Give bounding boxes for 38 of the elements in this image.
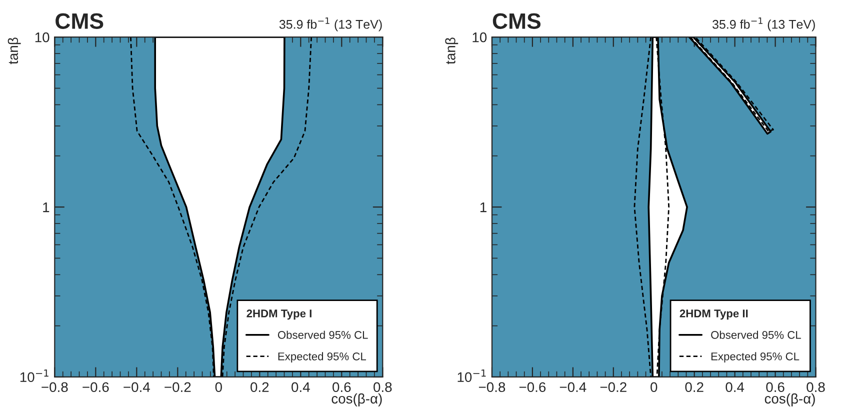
y-tick-label: 1	[43, 202, 50, 212]
x-tick-label: 0.8	[374, 382, 392, 392]
x-tick-label: 0.4	[726, 382, 744, 392]
legend-label: Expected 95% CL	[278, 352, 366, 363]
x-tick-label: 0.6	[332, 382, 351, 392]
x-axis-title: cos(β-α)	[332, 393, 382, 406]
x-tick-label: −0.4	[560, 382, 586, 392]
y-tick-label: 10	[35, 32, 50, 42]
chart-subtitle: 35.9 fb$^{−1}$ (13 TeV)	[712, 17, 815, 32]
legend-title: 2HDM Type II	[680, 310, 748, 320]
x-tick-label: 0.8	[806, 382, 825, 392]
y-tick-label: 10$^{−1}$	[458, 370, 486, 382]
x-tick-label: 0.4	[292, 382, 310, 392]
legend-title: 2HDM Type I	[246, 310, 312, 320]
x-tick-label: −0.2	[600, 382, 626, 392]
legend-label: Observed 95% CL	[711, 330, 801, 339]
legend-label: Expected 95% CL	[711, 352, 800, 363]
x-tick-label: 0.6	[766, 382, 784, 392]
legend-label: Observed 95% CL	[278, 330, 368, 339]
x-tick-label: −0.6	[82, 382, 109, 392]
chart-subtitle: 35.9 fb$^{−1}$ (13 TeV)	[279, 17, 382, 32]
x-tick-label: −0.8	[42, 382, 68, 392]
x-tick-label: −0.6	[519, 382, 546, 392]
x-tick-label: −0.8	[478, 382, 506, 392]
y-tick-label: 10	[472, 32, 487, 42]
x-tick-label: −0.4	[124, 382, 150, 392]
chart-title: CMS	[56, 13, 104, 29]
x-tick-label: −0.2	[164, 382, 191, 392]
x-tick-label: 0	[215, 382, 222, 392]
y-tick-label: 10$^{−1}$	[20, 370, 48, 382]
y-axis-title: tanβ	[445, 38, 458, 64]
x-axis-title: cos(β-α)	[764, 393, 815, 406]
x-tick-label: 0.2	[685, 382, 704, 392]
x-tick-label: 0	[650, 382, 658, 392]
chart-title: CMS	[492, 13, 540, 29]
x-tick-label: 0.2	[250, 382, 269, 392]
y-axis-title: tanβ	[8, 38, 21, 64]
y-tick-label: 1	[480, 202, 486, 212]
